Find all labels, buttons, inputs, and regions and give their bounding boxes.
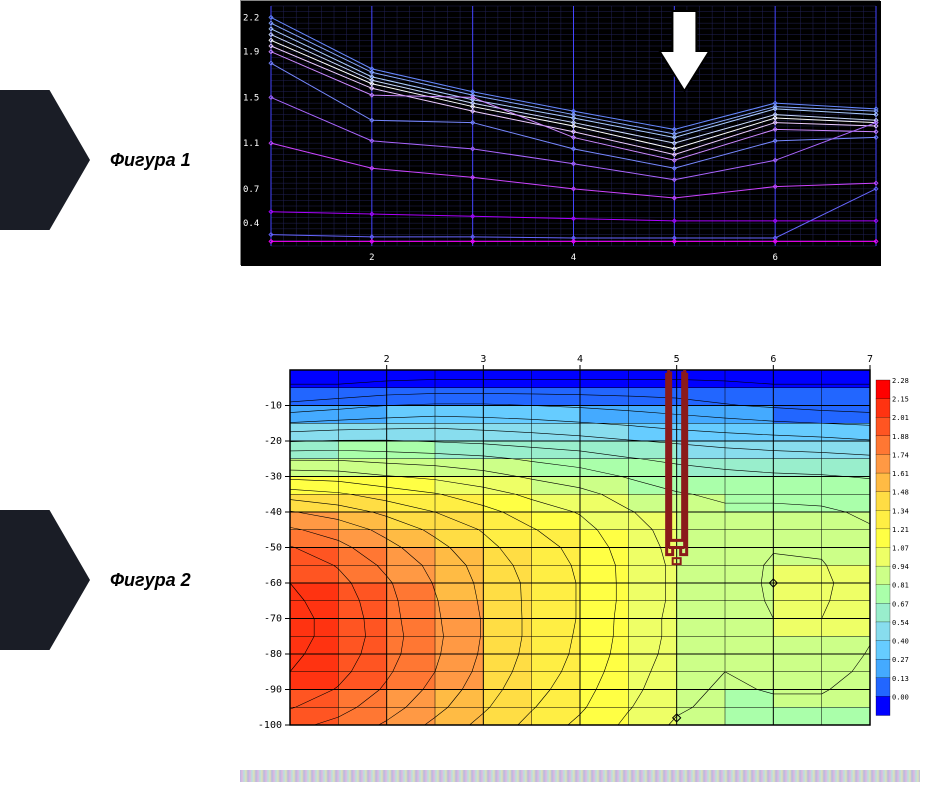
svg-text:0.00: 0.00 [892, 693, 909, 701]
svg-text:-80: -80 [264, 649, 282, 660]
svg-text:1.61: 1.61 [892, 470, 909, 478]
svg-text:2.28: 2.28 [892, 377, 909, 385]
svg-text:7: 7 [867, 354, 873, 365]
svg-text:3: 3 [480, 354, 486, 365]
svg-text:6: 6 [770, 354, 776, 365]
svg-text:1.74: 1.74 [892, 451, 909, 459]
svg-text:1.5: 1.5 [243, 93, 259, 103]
svg-text:0.67: 0.67 [892, 600, 909, 608]
svg-text:4: 4 [571, 253, 576, 263]
figure2-label-block: Фигура 2 [0, 480, 230, 680]
svg-text:1.48: 1.48 [892, 489, 909, 497]
svg-text:-10: -10 [264, 401, 282, 412]
black-arrow-shape [0, 90, 90, 230]
svg-text:1.07: 1.07 [892, 545, 909, 553]
figure1-label-block: Фигура 1 [0, 60, 230, 260]
svg-text:1.21: 1.21 [892, 526, 909, 534]
figure1-label: Фигура 1 [110, 150, 191, 171]
svg-text:4: 4 [577, 354, 583, 365]
svg-text:2: 2 [369, 253, 374, 263]
svg-text:1.9: 1.9 [243, 48, 259, 58]
black-arrow-shape [0, 510, 90, 650]
line-chart-svg: 2 4 6 0.4 0.7 1.1 1.5 1.9 2.2 [241, 1, 881, 266]
svg-text:-50: -50 [264, 543, 282, 554]
figure2-label: Фигура 2 [110, 570, 191, 591]
svg-text:0.94: 0.94 [892, 563, 909, 571]
svg-text:5: 5 [674, 354, 680, 365]
svg-text:2.01: 2.01 [892, 414, 909, 422]
svg-text:2: 2 [384, 354, 390, 365]
figure2-chart: 2 3 4 5 6 7 -10 -20 -30 -40 -50 -60 -70 -80 -90 -100 2.2… [240, 350, 920, 730]
svg-text:0.13: 0.13 [892, 675, 909, 683]
svg-text:-20: -20 [264, 436, 282, 447]
svg-text:0.40: 0.40 [892, 638, 909, 646]
svg-text:-70: -70 [264, 614, 282, 625]
svg-text:-60: -60 [264, 578, 282, 589]
svg-text:1.34: 1.34 [892, 507, 909, 515]
svg-text:2.2: 2.2 [243, 13, 259, 23]
svg-text:6: 6 [772, 253, 777, 263]
svg-text:-40: -40 [264, 507, 282, 518]
svg-text:0.81: 0.81 [892, 582, 909, 590]
heatmap-svg: 2 3 4 5 6 7 -10 -20 -30 -40 -50 -60 -70 -80 -90 -100 2.2… [240, 350, 920, 730]
svg-text:0.4: 0.4 [243, 219, 259, 229]
svg-text:0.7: 0.7 [243, 185, 259, 195]
svg-text:1.1: 1.1 [243, 139, 259, 149]
bottom-texture-strip [240, 770, 920, 782]
svg-text:-90: -90 [264, 685, 282, 696]
svg-text:-100: -100 [258, 720, 282, 730]
svg-text:0.27: 0.27 [892, 656, 909, 664]
figure1-chart: 2 4 6 0.4 0.7 1.1 1.5 1.9 2.2 [240, 0, 880, 265]
svg-text:1.88: 1.88 [892, 433, 909, 441]
svg-text:2.15: 2.15 [892, 396, 909, 404]
svg-text:0.54: 0.54 [892, 619, 909, 627]
svg-text:-30: -30 [264, 472, 282, 483]
